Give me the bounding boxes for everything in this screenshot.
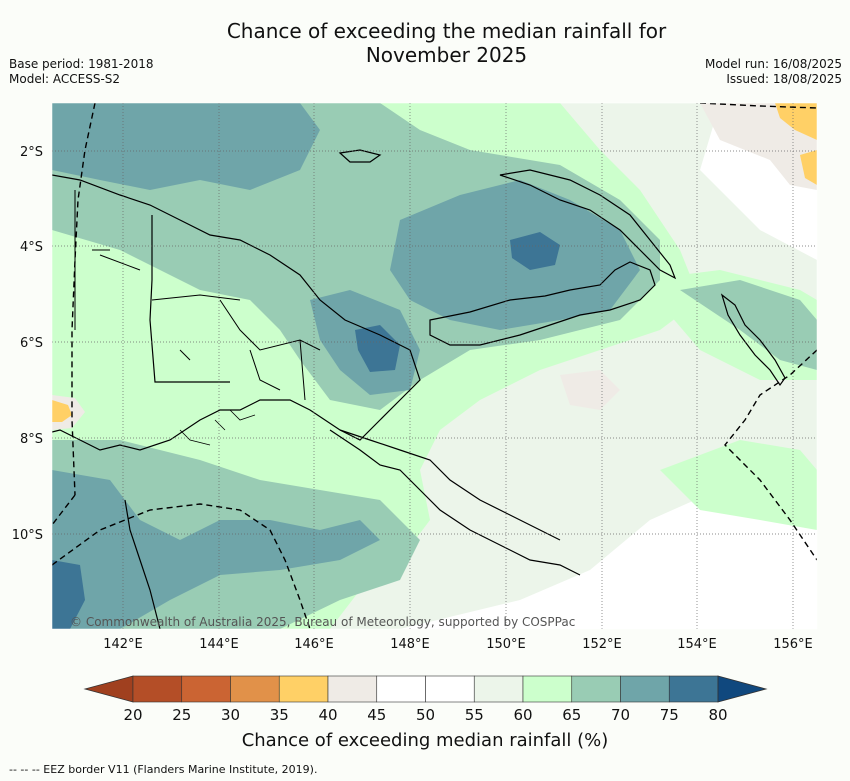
colorbar-segment-50-55 bbox=[425, 675, 475, 703]
colorbar-segment-60-65 bbox=[522, 675, 573, 703]
contour-75-80 bbox=[510, 232, 560, 270]
colorbar-tick-75: 75 bbox=[660, 706, 679, 724]
colorbar-extend-high bbox=[717, 675, 768, 703]
colorbar-segment-35-40 bbox=[278, 675, 329, 703]
colorbar-segment-75-80 bbox=[668, 675, 719, 703]
contour-75-80-sepik bbox=[355, 325, 400, 372]
colorbar-tick-30: 30 bbox=[221, 706, 240, 724]
manus-coastline bbox=[338, 149, 382, 163]
contour-70-75-southwest bbox=[52, 470, 380, 629]
colorbar-tick-60: 60 bbox=[513, 706, 532, 724]
colorbar-label: Chance of exceeding median rainfall (%) bbox=[241, 730, 609, 751]
australia-cape-york-coast bbox=[124, 499, 161, 629]
model-name: Model: ACCESS-S2 bbox=[9, 72, 121, 86]
lat-label-2s: 2°S bbox=[20, 145, 43, 160]
contour-35-40 bbox=[775, 103, 817, 140]
longitude-labels: 142°E 144°E 146°E 148°E 150°E 152°E 154°… bbox=[103, 637, 813, 652]
colorbar-segment-65-70 bbox=[571, 675, 621, 703]
colorbar-tick-55: 55 bbox=[465, 706, 484, 724]
map-frame bbox=[51, 102, 818, 630]
colorbar: 20 25 30 35 40 45 50 55 60 65 70 75 80 bbox=[83, 675, 768, 724]
colorbar-tick-35: 35 bbox=[270, 706, 289, 724]
colorbar-tick-80: 80 bbox=[708, 706, 727, 724]
colorbar-segment-70-75 bbox=[620, 675, 670, 703]
lon-label-150e: 150°E bbox=[486, 637, 526, 652]
lon-label-148e: 148°E bbox=[390, 637, 430, 652]
colorbar-tick-40: 40 bbox=[318, 706, 337, 724]
colorbar-tick-50: 50 bbox=[416, 706, 435, 724]
lon-label-154e: 154°E bbox=[677, 637, 717, 652]
contour-60-65-southeast bbox=[660, 440, 817, 530]
lon-label-152e: 152°E bbox=[582, 637, 622, 652]
lat-label-6s: 6°S bbox=[20, 336, 43, 351]
colorbar-segment-20-25 bbox=[132, 675, 183, 703]
contour-70-75 bbox=[52, 103, 320, 190]
contour-40-45-central bbox=[560, 370, 620, 410]
colorbar-extend-low bbox=[83, 675, 134, 703]
new-britain-coastline bbox=[429, 261, 656, 346]
papua-southeast-coast bbox=[329, 429, 581, 576]
issued-date: Issued: 18/08/2025 bbox=[726, 72, 842, 86]
colorbar-segment-30-35 bbox=[230, 675, 280, 703]
colorbar-segment-40-45 bbox=[327, 675, 378, 703]
colorbar-segment-25-30 bbox=[181, 675, 231, 703]
colorbar-segment-55-60 bbox=[473, 675, 524, 703]
bougainville-coastline bbox=[720, 293, 786, 387]
map-title: Chance of exceeding the median rainfall … bbox=[0, 19, 850, 67]
contour-35-40-east bbox=[800, 150, 817, 185]
contour-75-80-southwest bbox=[52, 560, 85, 629]
title-line-2: November 2025 bbox=[365, 43, 528, 67]
latitude-labels: 2°S 4°S 6°S 8°S 10°S bbox=[12, 145, 43, 543]
base-period: Base period: 1981-2018 bbox=[9, 57, 154, 71]
province-borders bbox=[151, 294, 321, 401]
colorbar-tick-20: 20 bbox=[123, 706, 142, 724]
fly-river-delta bbox=[179, 409, 256, 446]
meta-right: Model run: 16/08/2025 Issued: 18/08/2025 bbox=[705, 57, 842, 87]
lon-label-142e: 142°E bbox=[103, 637, 143, 652]
eez-borders bbox=[52, 103, 817, 629]
colorbar-tick-25: 25 bbox=[172, 706, 191, 724]
lon-label-156e: 156°E bbox=[773, 637, 813, 652]
lat-label-8s: 8°S bbox=[20, 432, 43, 447]
lat-label-4s: 4°S bbox=[20, 240, 43, 255]
model-run: Model run: 16/08/2025 bbox=[704, 57, 842, 71]
map-area: © Commonwealth of Australia 2025, Bureau… bbox=[52, 103, 817, 629]
contour-40-45 bbox=[700, 103, 817, 190]
title-line-1: Chance of exceeding the median rainfall … bbox=[226, 19, 667, 43]
west-papua-internal-border bbox=[74, 190, 141, 330]
colorbar-tick-45: 45 bbox=[367, 706, 386, 724]
colorbar-segment-45-50 bbox=[376, 675, 426, 703]
eez-legend-note: -- -- -- EEZ border V11 (Flanders Marine… bbox=[9, 763, 318, 776]
lon-label-146e: 146°E bbox=[294, 637, 334, 652]
lat-label-10s: 10°S bbox=[12, 528, 43, 543]
contour-65-70-east bbox=[680, 280, 817, 370]
new-ireland-coastline bbox=[499, 169, 677, 280]
copyright-notice: © Commonwealth of Australia 2025, Bureau… bbox=[70, 615, 575, 629]
colorbar-tick-65: 65 bbox=[562, 706, 581, 724]
colorbar-tick-70: 70 bbox=[611, 706, 630, 724]
png-border bbox=[149, 215, 230, 383]
new-guinea-coastline bbox=[52, 174, 421, 451]
meta-left: Base period: 1981-2018 Model: ACCESS-S2 bbox=[9, 57, 154, 87]
lon-label-144e: 144°E bbox=[199, 637, 239, 652]
papua-south-coast bbox=[339, 429, 561, 541]
graticule bbox=[52, 103, 817, 629]
contour-35-40-west bbox=[52, 400, 72, 422]
